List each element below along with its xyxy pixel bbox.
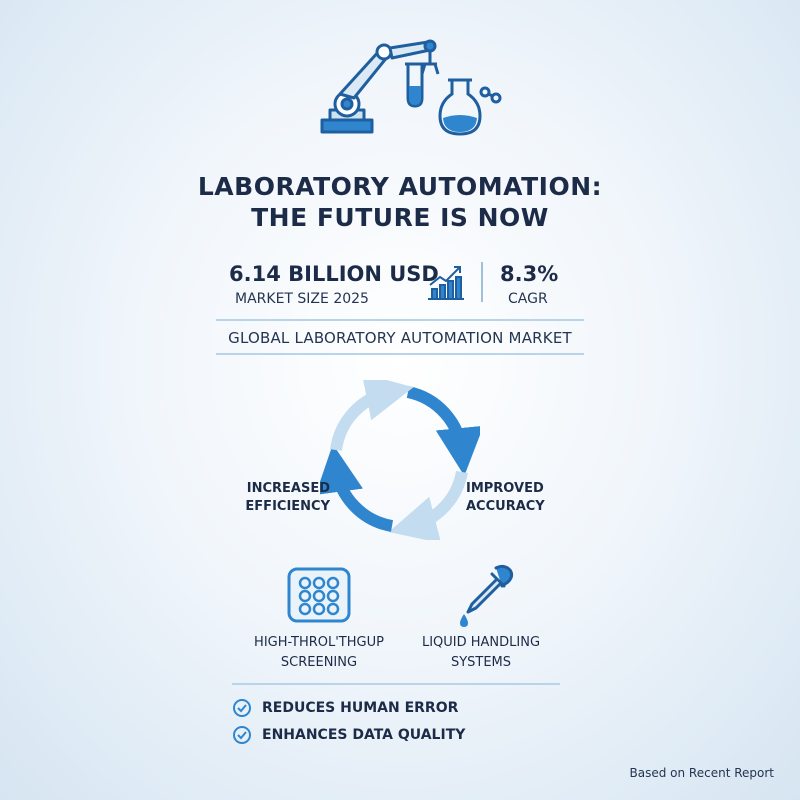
cycle-arrow-top-right [406,386,480,476]
market-size-value: 6.14 BILLION USD [229,262,439,286]
market-label-top-rule [216,319,584,321]
lab-robot-illustration [320,39,502,136]
flask-icon [438,78,502,136]
feature-label-liquid-handling: LIQUID HANDLING SYSTEMS [401,633,561,673]
test-tube-icon [405,62,425,108]
feature-liquid-line2: SYSTEMS [450,655,512,670]
benefit-label: REDUCES HUMAN ERROR [262,700,459,716]
microplate-icon [287,567,351,623]
page-title-line1: LABORATORY AUTOMATION: [197,172,603,201]
cycle-label-left-line1: INCREASED [246,481,330,496]
growth-value: 8.3% [500,262,559,286]
cycle-arrow-bottom-left [320,444,394,532]
growth-chart-icon [428,266,464,300]
feature-label-screening: HIGH-THROL'THGUP SCREENING [239,633,399,673]
cycle-label-right: IMPROVED ACCURACY [466,480,545,516]
liquid-drop-icon [460,614,468,627]
cycle-label-left-line2: EFFICIENCY [245,499,330,514]
page-title-line2: THE FUTURE IS NOW [251,203,549,232]
pipette-dropper-icon [460,564,514,627]
feature-screening-line1: HIGH-THROL'THGUP [254,635,384,650]
benefit-cycle-diagram [320,380,480,540]
market-label-bottom-rule [216,353,584,355]
check-circle-icon [233,726,251,744]
stats-divider [481,262,483,302]
feature-liquid-line1: LIQUID HANDLING [421,635,541,650]
growth-label: CAGR [508,291,548,307]
benefit-label: ENHANCES DATA QUALITY [262,727,466,743]
cycle-arrow-top-left [330,380,414,451]
market-label: GLOBAL LABORATORY AUTOMATION MARKET [228,329,572,347]
feature-screening-line2: SCREENING [280,655,358,670]
market-size-label: MARKET SIZE 2025 [235,291,369,307]
benefit-item-reduces-error: REDUCES HUMAN ERROR [232,698,458,718]
cycle-label-right-line1: IMPROVED [466,481,544,496]
cycle-arrow-bottom-right [388,470,468,540]
cycle-label-left: INCREASED EFFICIENCY [244,480,330,516]
robotic-arm-icon [320,39,440,134]
check-circle-icon [233,699,251,717]
source-footnote: Based on Recent Report [629,766,774,780]
benefits-top-rule [232,683,560,685]
benefit-item-data-quality: ENHANCES DATA QUALITY [232,725,465,745]
cycle-label-right-line2: ACCURACY [466,499,545,514]
